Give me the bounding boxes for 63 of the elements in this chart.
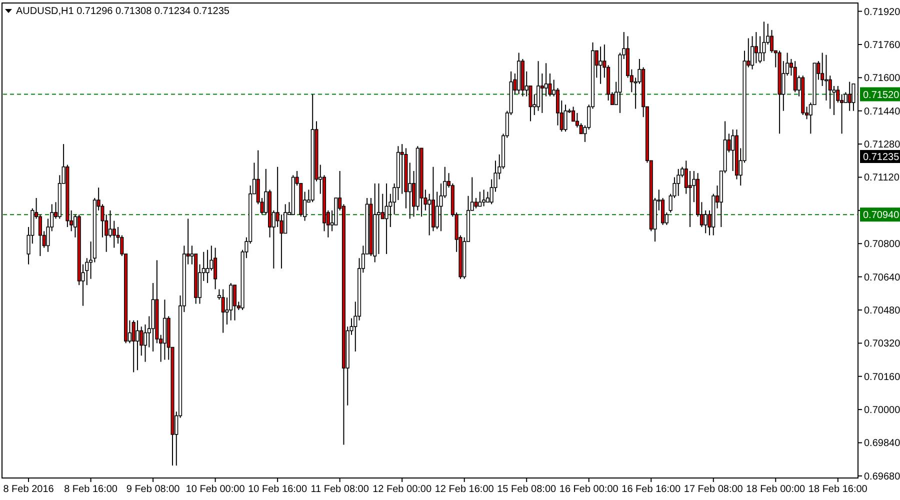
- candlestick: [598, 46, 602, 84]
- y-tick-label: 0.70800: [864, 239, 900, 250]
- candlestick: [108, 210, 112, 238]
- x-tick-label: 9 Feb 08:00: [126, 484, 180, 495]
- candlestick: [824, 54, 828, 101]
- candlestick: [704, 210, 708, 234]
- x-tick-label: 8 Feb 16:00: [64, 484, 118, 495]
- text: 0.71235: [863, 152, 900, 163]
- candlestick: [848, 81, 852, 112]
- y-tick-label: 0.70480: [864, 305, 900, 316]
- candlestick: [486, 191, 490, 203]
- x-tick-label: 12 Feb 16:00: [434, 484, 494, 495]
- candlestick: [206, 249, 210, 284]
- x-tick-label: 18 Feb 16:00: [808, 484, 868, 495]
- y-tick-label: 0.71600: [864, 73, 900, 84]
- candlestick: [428, 193, 432, 236]
- candlestick: [564, 104, 568, 132]
- candlestick: [688, 170, 692, 228]
- candlestick: [750, 36, 754, 70]
- x-tick-label: 18 Feb 00:00: [746, 484, 806, 495]
- y-tick-label: 0.71920: [864, 6, 900, 18]
- y-tick-label: 0.71440: [864, 106, 900, 118]
- y-tick-label: 0.69680: [864, 471, 900, 482]
- y-tick-label: 0.69840: [864, 438, 900, 450]
- x-tick-label: 15 Feb 08:00: [497, 484, 557, 495]
- candlestick: [731, 129, 735, 172]
- y-tick-label: 0.70000: [864, 405, 900, 416]
- candlestick: [754, 32, 758, 64]
- candlestick: [132, 320, 136, 373]
- candlestick: [380, 193, 384, 220]
- x-tick-label: 8 Feb 2016: [3, 484, 54, 495]
- candlestick: [482, 189, 486, 207]
- candlestick: [544, 62, 548, 97]
- y-tick-label: 0.70640: [864, 272, 900, 284]
- x-tick-label: 16 Feb 00:00: [559, 484, 619, 495]
- candlestick: [676, 168, 680, 196]
- ref-line-label: 0.71520: [863, 90, 900, 101]
- x-tick-label: 11 Feb 08:00: [310, 484, 370, 495]
- candlestick: [793, 60, 797, 93]
- candlestick: [233, 284, 237, 321]
- x-tick-label: 10 Feb 16:00: [248, 484, 308, 495]
- candlestick: [221, 288, 225, 334]
- ref-line-label: 0.70940: [863, 210, 900, 222]
- y-tick-label: 0.71760: [864, 40, 900, 51]
- candlestick: [852, 83, 856, 112]
- x-tick-label: 16 Feb 16:00: [622, 484, 682, 495]
- x-tick-label: 17 Feb 08:00: [684, 484, 744, 495]
- candlestick: [474, 197, 478, 209]
- x-tick-label: 12 Feb 00:00: [372, 484, 432, 495]
- candlestick: [478, 191, 482, 207]
- chart-title: AUDUSD,H1 0.71296 0.71308 0.71234 0.71235: [16, 6, 230, 17]
- candlestick: [136, 320, 140, 371]
- y-tick-label: 0.70160: [864, 372, 900, 383]
- candlestick: [536, 60, 540, 112]
- candlestick: [112, 220, 116, 248]
- x-tick-label: 10 Feb 00:00: [186, 484, 246, 495]
- y-tick-label: 0.71120: [864, 172, 900, 184]
- candlestick: [214, 247, 218, 290]
- candlestick: [762, 21, 766, 62]
- y-tick-label: 0.70320: [864, 338, 900, 350]
- candlestick: [384, 182, 388, 254]
- y-tick-label: 0.71280: [864, 140, 900, 151]
- candlestick: [540, 73, 544, 114]
